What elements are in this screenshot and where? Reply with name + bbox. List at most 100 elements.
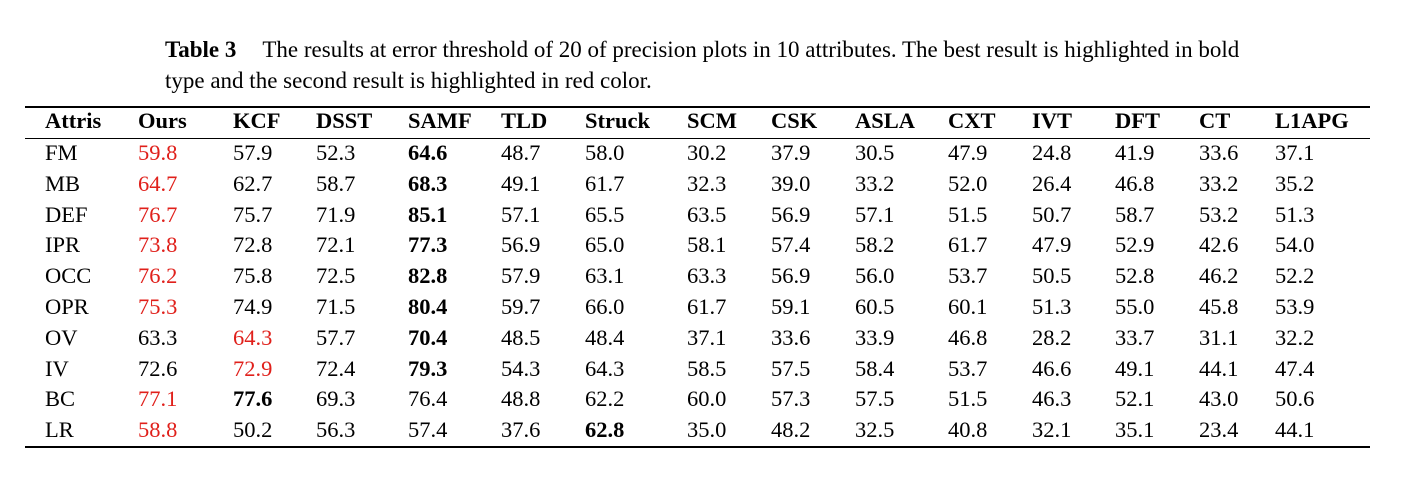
cell-value: 49.1: [501, 170, 541, 196]
cell-value: 52.8: [1115, 263, 1155, 289]
cell-value: 41.9: [1115, 140, 1155, 165]
cell-value: 46.8: [948, 324, 988, 350]
cell-value: 77.3: [408, 232, 448, 258]
cell-value: 58.0: [585, 140, 625, 165]
cell-value: 57.1: [501, 201, 541, 227]
cell-value: 76.2: [138, 263, 178, 289]
cell-value: 77.1: [138, 386, 178, 412]
cell-value: 72.5: [316, 263, 356, 289]
cell-value: 56.9: [501, 232, 541, 258]
caption: Table 3 The results at error threshold of…: [165, 34, 1245, 96]
cell-value: 48.4: [585, 324, 625, 350]
cell-value: 68.3: [408, 170, 448, 196]
column-header: ASLA: [855, 108, 916, 133]
cell-value: 44.1: [1199, 355, 1239, 381]
cell-value: 50.6: [1275, 386, 1315, 412]
cell-value: 59.8: [138, 140, 178, 165]
cell-value: 57.3: [771, 386, 811, 412]
cell-value: 61.7: [948, 232, 988, 258]
cell-value: 57.5: [771, 355, 811, 381]
cell-value: 61.7: [687, 294, 727, 319]
cell-value: 57.7: [316, 324, 356, 350]
cell-value: 48.5: [501, 324, 541, 350]
row-label: IV: [45, 355, 69, 381]
row-label: DEF: [45, 201, 88, 227]
cell-value: 56.9: [771, 201, 811, 227]
caption-text: The results at error threshold of 20 of …: [165, 37, 1240, 93]
cell-value: 53.7: [948, 355, 988, 381]
cell-value: 64.3: [585, 355, 625, 381]
cell-value: 62.2: [585, 386, 625, 412]
cell-value: 50.2: [233, 417, 273, 443]
cell-value: 57.5: [855, 386, 895, 412]
cell-value: 52.2: [1275, 263, 1315, 289]
cell-value: 75.7: [233, 201, 273, 227]
cell-value: 51.3: [1275, 201, 1315, 227]
cell-value: 23.4: [1199, 417, 1239, 443]
cell-value: 30.2: [687, 140, 727, 165]
column-header: CSK: [771, 108, 818, 133]
cell-value: 32.2: [1275, 324, 1315, 350]
cell-value: 37.1: [1275, 140, 1315, 165]
cell-value: 63.1: [585, 263, 625, 289]
cell-value: 75.3: [138, 294, 178, 319]
row-label: OPR: [45, 294, 89, 319]
column-header: SAMF: [408, 108, 472, 133]
cell-value: 48.8: [501, 386, 541, 412]
cell-value: 72.8: [233, 232, 273, 258]
column-header: SCM: [687, 108, 737, 133]
row-label: IPR: [45, 232, 81, 258]
cell-value: 35.0: [687, 417, 727, 443]
cell-value: 58.8: [138, 417, 178, 443]
cell-value: 56.9: [771, 263, 811, 289]
cell-value: 47.4: [1275, 355, 1315, 381]
column-header: KCF: [233, 108, 281, 133]
cell-value: 57.9: [501, 263, 541, 289]
cell-value: 46.6: [1032, 355, 1072, 381]
cell-value: 46.2: [1199, 263, 1239, 289]
cell-value: 64.6: [408, 140, 448, 165]
cell-value: 59.1: [771, 294, 811, 319]
cell-value: 26.4: [1032, 170, 1072, 196]
cell-value: 71.5: [316, 294, 356, 319]
cell-value: 46.3: [1032, 386, 1072, 412]
cell-value: 62.7: [233, 170, 273, 196]
bottom-rule: [25, 446, 1370, 448]
cell-value: 42.6: [1199, 232, 1239, 258]
cell-value: 32.1: [1032, 417, 1072, 443]
cell-value: 51.5: [948, 201, 988, 227]
cell-value: 63.5: [687, 201, 727, 227]
cell-value: 72.4: [316, 355, 356, 381]
cell-value: 85.1: [408, 201, 448, 227]
row-label: LR: [45, 417, 74, 443]
cell-value: 72.9: [233, 355, 273, 381]
cell-value: 31.1: [1199, 324, 1239, 350]
cell-value: 58.5: [687, 355, 727, 381]
cell-value: 32.3: [687, 170, 727, 196]
cell-value: 37.9: [771, 140, 811, 165]
cell-value: 28.2: [1032, 324, 1072, 350]
row-label: OV: [45, 324, 78, 350]
cell-value: 47.9: [948, 140, 988, 165]
cell-value: 69.3: [316, 386, 356, 412]
cell-value: 33.2: [1199, 170, 1239, 196]
cell-value: 70.4: [408, 324, 448, 350]
cell-value: 45.8: [1199, 294, 1239, 319]
cell-value: 56.3: [316, 417, 356, 443]
cell-value: 65.0: [585, 232, 625, 258]
cell-value: 79.3: [408, 355, 448, 381]
cell-value: 64.7: [138, 170, 178, 196]
cell-value: 33.9: [855, 324, 895, 350]
cell-value: 53.2: [1199, 201, 1239, 227]
row-label: MB: [45, 170, 81, 196]
cell-value: 60.0: [687, 386, 727, 412]
cell-value: 71.9: [316, 201, 356, 227]
cell-value: 57.9: [233, 140, 273, 165]
cell-value: 37.6: [501, 417, 541, 443]
cell-value: 35.1: [1115, 417, 1155, 443]
cell-value: 75.8: [233, 263, 273, 289]
cell-value: 35.2: [1275, 170, 1315, 196]
cell-value: 57.4: [771, 232, 811, 258]
cell-value: 56.0: [855, 263, 895, 289]
cell-value: 37.1: [687, 324, 727, 350]
